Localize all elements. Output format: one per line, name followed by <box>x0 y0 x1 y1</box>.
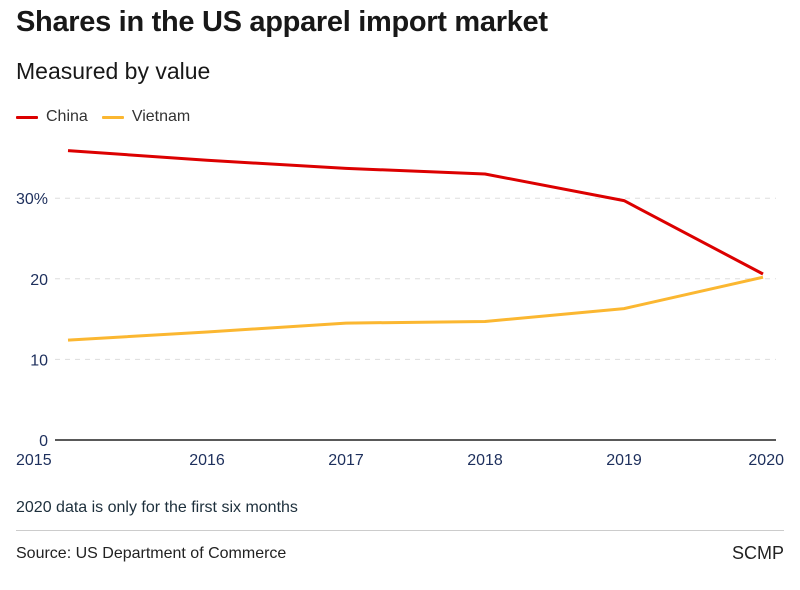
legend-label-china: China <box>46 108 88 125</box>
y-tick-label: 10 <box>30 352 48 369</box>
series-line-china <box>67 149 764 276</box>
y-tick-label: 20 <box>30 272 48 289</box>
footer-divider <box>16 530 784 531</box>
chart-subtitle: Measured by value <box>16 58 211 84</box>
legend-swatch-china <box>16 115 38 119</box>
brand-label: SCMP <box>731 543 784 563</box>
y-tick-label: 30% <box>16 191 48 208</box>
legend: China Vietnam <box>16 108 204 126</box>
chart-note: 2020 data is only for the first six mont… <box>16 499 298 516</box>
series-lines <box>67 149 764 342</box>
series-line-vietnam <box>67 275 764 342</box>
chart-title: Shares in the US apparel import market <box>16 6 548 38</box>
line-chart: 0 10 20 30% 2015 2016 2017 2018 2019 2020 <box>16 149 784 469</box>
legend-item-china: China <box>16 108 88 126</box>
source-text: Source: US Department of Commerce <box>16 545 287 562</box>
x-tick-label: 2016 <box>189 452 225 469</box>
x-tick-label: 2018 <box>467 452 503 469</box>
x-tick-label: 2020 <box>748 452 784 469</box>
x-tick-label: 2017 <box>328 452 364 469</box>
x-axis-labels: 2015 2016 2017 2018 2019 2020 <box>16 452 784 469</box>
legend-item-vietnam: Vietnam <box>101 108 191 126</box>
x-tick-label: 2015 <box>16 452 52 469</box>
y-tick-label: 0 <box>39 433 48 450</box>
gridlines <box>55 197 776 441</box>
legend-swatch-vietnam <box>101 115 124 119</box>
y-axis-labels: 0 10 20 30% <box>16 191 48 450</box>
x-tick-label: 2019 <box>606 452 642 469</box>
legend-label-vietnam: Vietnam <box>131 108 191 125</box>
